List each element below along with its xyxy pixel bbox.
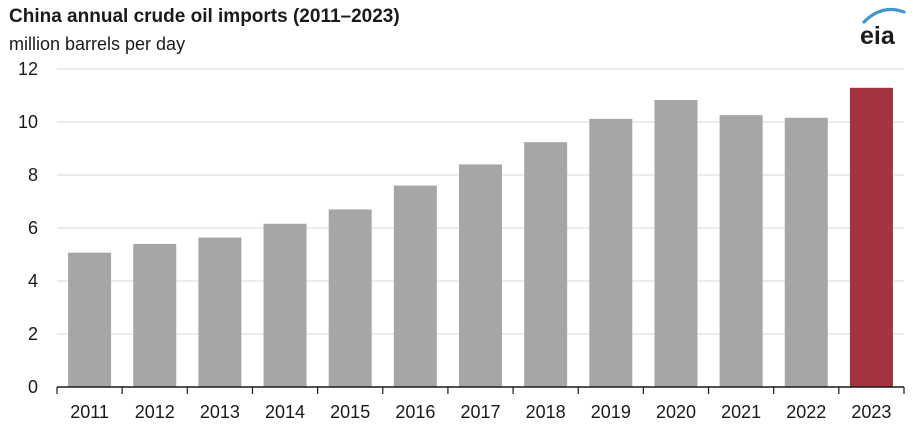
x-axis <box>56 386 905 394</box>
x-tick-label: 2013 <box>200 402 240 422</box>
bar-2022 <box>784 117 828 387</box>
x-tick-label: 2012 <box>135 402 175 422</box>
y-tick-label: 4 <box>28 271 38 291</box>
y-tick-label: 12 <box>18 59 38 79</box>
bar-2019 <box>589 118 633 387</box>
x-tick-label: 2020 <box>656 402 696 422</box>
y-tick-label: 2 <box>28 324 38 344</box>
y-tick-labels: 0 2 4 6 8 10 12 <box>18 59 38 397</box>
bar-2021 <box>719 115 763 388</box>
chart-title: China annual crude oil imports (2011–202… <box>9 6 400 27</box>
x-tick-label: 2021 <box>721 402 761 422</box>
bar-2020 <box>654 100 698 387</box>
bars <box>68 87 893 388</box>
bar-2013 <box>198 237 242 387</box>
y-tick-label: 6 <box>28 218 38 238</box>
bar-2023 <box>849 87 893 387</box>
x-tick-label: 2018 <box>526 402 566 422</box>
x-tick-label: 2016 <box>395 402 435 422</box>
x-tick-label: 2014 <box>265 402 305 422</box>
bar-2012 <box>133 243 177 387</box>
eia-logo-arc <box>862 8 906 24</box>
y-tick-label: 10 <box>18 112 38 132</box>
y-tick-label: 8 <box>28 165 38 185</box>
bar-2015 <box>328 209 372 387</box>
chart-subtitle: million barrels per day <box>9 34 186 54</box>
x-tick-label: 2022 <box>786 402 826 422</box>
y-tick-label: 0 <box>28 377 38 397</box>
bar-2017 <box>459 164 502 387</box>
eia-logo: eia <box>860 8 906 50</box>
x-tick-label: 2023 <box>851 402 891 422</box>
bar-2014 <box>263 223 307 387</box>
x-tick-label: 2011 <box>70 402 109 422</box>
x-tick-label: 2017 <box>460 402 500 422</box>
x-tick-label: 2015 <box>330 402 370 422</box>
eia-logo-text: eia <box>860 22 896 50</box>
bar-2011 <box>68 252 112 387</box>
x-tick-labels: 2011 2012 2013 2014 2015 2016 2017 2018 2019 2020… <box>70 402 891 422</box>
bar-2018 <box>524 142 568 387</box>
x-tick-label: 2019 <box>591 402 631 422</box>
bar-2016 <box>393 185 437 387</box>
